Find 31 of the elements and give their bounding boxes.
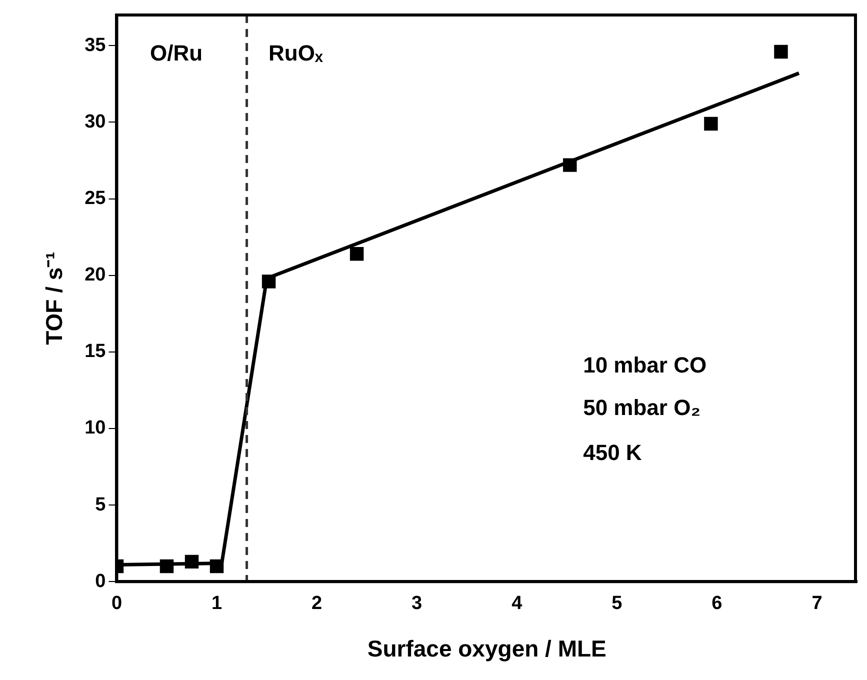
x-tick-label: 0 xyxy=(111,593,122,614)
annotation: O/Ru xyxy=(150,40,203,66)
y-tick-label: 25 xyxy=(84,188,106,209)
y-tick-label: 20 xyxy=(84,264,106,286)
x-tick-label: 4 xyxy=(512,593,523,614)
y-tick-label: 10 xyxy=(84,418,106,439)
annotation: 10 mbar CO xyxy=(583,352,707,378)
y-tick-label: 30 xyxy=(84,111,106,132)
annotation: RuOₓ xyxy=(268,40,324,66)
point xyxy=(563,158,577,172)
y-tick-label: 0 xyxy=(95,570,106,592)
x-tick-label: 2 xyxy=(312,593,322,614)
point xyxy=(160,559,174,574)
x-tick-label: 3 xyxy=(412,593,422,614)
point xyxy=(210,559,224,574)
annotation: 50 mbar O₂ xyxy=(583,394,700,420)
point xyxy=(704,116,718,131)
x-tick-label: 1 xyxy=(211,593,222,614)
x-axis-title: Surface oxygen / MLE xyxy=(367,636,606,662)
point xyxy=(262,274,276,288)
x-tick-label: 5 xyxy=(612,593,623,614)
y-tick-label: 5 xyxy=(95,494,106,516)
point xyxy=(774,44,788,59)
x-tick-label: 7 xyxy=(812,593,822,614)
point xyxy=(184,554,199,569)
y-axis-title: TOF / s⁻¹ xyxy=(41,252,68,345)
point xyxy=(350,247,364,261)
y-tick-label: 35 xyxy=(84,34,106,56)
annotation: 450 K xyxy=(583,440,642,466)
x-tick-label: 6 xyxy=(712,593,722,614)
y-tick-label: 15 xyxy=(84,341,106,362)
